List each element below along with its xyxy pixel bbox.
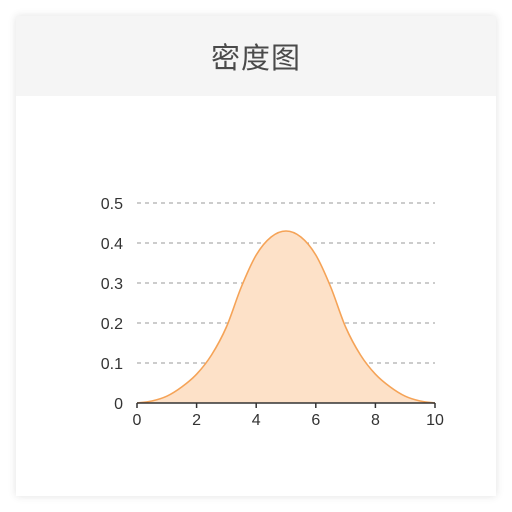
x-tick-label: 2 [192, 412, 201, 429]
density-chart-svg: 0 2 4 6 8 10 0 0.1 0.2 0.3 0.4 0.5 [101, 196, 444, 429]
y-tick-label: 0 [114, 396, 123, 413]
y-tick-label: 0.4 [101, 236, 123, 253]
x-tick-label: 4 [252, 412, 261, 429]
y-tick-label: 0.2 [101, 316, 123, 333]
x-tick-label: 8 [371, 412, 380, 429]
chart-card: 密度图 0 2 4 6 8 10 0 0.1 0.2 0.3 0.4 0.5 [16, 16, 496, 496]
density-line [136, 230, 436, 404]
chart-card-title: 密度图 [210, 41, 301, 75]
y-tick-label: 0.3 [101, 276, 123, 293]
x-tick-label: 10 [426, 412, 444, 429]
density-chart: 0 2 4 6 8 10 0 0.1 0.2 0.3 0.4 0.5 [16, 96, 496, 496]
density-area [137, 231, 435, 403]
y-tick-label: 0.1 [101, 356, 123, 373]
x-tick-label: 0 [133, 412, 142, 429]
x-tick-label: 6 [311, 412, 320, 429]
card-header: 密度图 [16, 16, 496, 96]
y-tick-label: 0.5 [101, 196, 123, 213]
